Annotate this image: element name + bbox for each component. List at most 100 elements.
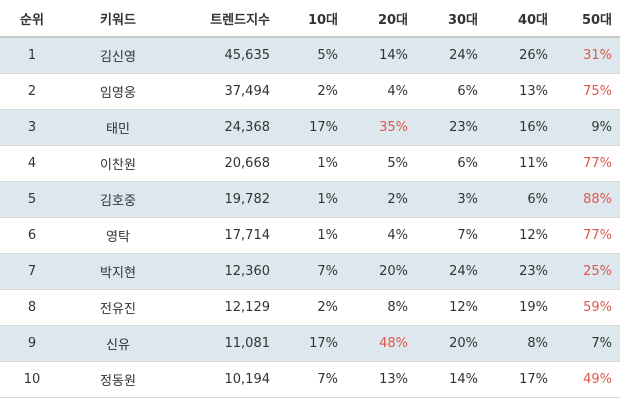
trend-index-cell: 20,668 bbox=[224, 156, 271, 171]
age-40s-cell: 11% bbox=[519, 156, 548, 171]
table-row: 2 임영웅 37,494 2% 4% 6% 13% 75% bbox=[0, 74, 620, 110]
age-50s-cell: 75% bbox=[583, 84, 612, 99]
age-30s-cell: 6% bbox=[457, 84, 478, 99]
table-row: 7 박지현 12,360 7% 20% 24% 23% 25% bbox=[0, 253, 620, 290]
age-10s-cell: 7% bbox=[317, 264, 338, 279]
rank-cell: 6 bbox=[27, 228, 37, 243]
age-30s-cell: 6% bbox=[457, 156, 478, 171]
rank-cell: 3 bbox=[27, 120, 37, 135]
age-20s-cell: 8% bbox=[387, 300, 408, 315]
keyword-cell: 태민 bbox=[106, 122, 130, 137]
header-row: 순위 키워드 트렌드지수 10대 20대 30대 40대 50대 bbox=[0, 0, 620, 37]
table-row: 5 김호중 19,782 1% 2% 3% 6% 88% bbox=[0, 181, 620, 218]
age-50s-cell: 88% bbox=[583, 192, 612, 207]
table-row: 1 김신영 45,635 5% 14% 24% 26% 31% bbox=[0, 37, 620, 74]
age-10s-cell: 7% bbox=[317, 372, 338, 387]
age-50s-cell: 31% bbox=[583, 48, 612, 63]
age-20s-cell: 4% bbox=[387, 84, 408, 99]
age-10s-cell: 1% bbox=[317, 192, 338, 207]
table-header: 순위 키워드 트렌드지수 10대 20대 30대 40대 50대 bbox=[0, 0, 620, 37]
rank-cell: 5 bbox=[27, 192, 37, 207]
age-20s-cell: 14% bbox=[379, 48, 408, 63]
age-10s-cell: 1% bbox=[317, 228, 338, 243]
table-row: 3 태민 24,368 17% 35% 23% 16% 9% bbox=[0, 109, 620, 146]
keyword-cell: 이찬원 bbox=[100, 158, 136, 173]
table-row: 4 이찬원 20,668 1% 5% 6% 11% 77% bbox=[0, 146, 620, 182]
age-50s-cell: 25% bbox=[583, 264, 612, 279]
trend-index-cell: 37,494 bbox=[224, 84, 271, 99]
rank-cell: 4 bbox=[27, 156, 37, 171]
header-age-50s: 50대 bbox=[581, 12, 612, 28]
keyword-cell: 박지현 bbox=[100, 266, 136, 281]
trend-index-cell: 17,714 bbox=[224, 228, 271, 243]
age-10s-cell: 17% bbox=[309, 336, 338, 351]
header-age-30s: 30대 bbox=[447, 12, 478, 28]
keyword-cell: 전유진 bbox=[100, 302, 136, 317]
trend-index-cell: 24,368 bbox=[224, 120, 271, 135]
age-20s-cell: 20% bbox=[379, 264, 408, 279]
trend-index-cell: 12,129 bbox=[224, 300, 271, 315]
age-20s-cell: 13% bbox=[379, 372, 408, 387]
age-30s-cell: 7% bbox=[457, 228, 478, 243]
table-row: 10 정동원 10,194 7% 13% 14% 17% 49% bbox=[0, 362, 620, 398]
keyword-cell: 신유 bbox=[106, 338, 130, 353]
age-10s-cell: 17% bbox=[309, 120, 338, 135]
keyword-cell: 영탁 bbox=[106, 230, 130, 245]
rank-cell: 1 bbox=[27, 48, 37, 63]
header-rank: 순위 bbox=[20, 12, 44, 28]
age-50s-cell: 49% bbox=[583, 372, 612, 387]
table-row: 8 전유진 12,129 2% 8% 12% 19% 59% bbox=[0, 290, 620, 326]
age-30s-cell: 24% bbox=[449, 264, 478, 279]
rank-cell: 8 bbox=[27, 300, 37, 315]
age-40s-cell: 26% bbox=[519, 48, 548, 63]
table-row: 9 신유 11,081 17% 48% 20% 8% 7% bbox=[0, 325, 620, 362]
age-40s-cell: 13% bbox=[519, 84, 548, 99]
header-age-10s: 10대 bbox=[307, 12, 338, 28]
age-20s-cell: 5% bbox=[387, 156, 408, 171]
age-10s-cell: 5% bbox=[317, 48, 338, 63]
rank-cell: 7 bbox=[27, 264, 37, 279]
age-30s-cell: 14% bbox=[449, 372, 478, 387]
age-40s-cell: 23% bbox=[519, 264, 548, 279]
age-20s-cell: 4% bbox=[387, 228, 408, 243]
rank-cell: 9 bbox=[27, 336, 37, 351]
age-30s-cell: 23% bbox=[449, 120, 478, 135]
keyword-cell: 임영웅 bbox=[100, 86, 136, 101]
age-40s-cell: 16% bbox=[519, 120, 548, 135]
age-30s-cell: 3% bbox=[457, 192, 478, 207]
keyword-cell: 김신영 bbox=[100, 50, 136, 65]
age-50s-cell: 77% bbox=[583, 228, 612, 243]
age-50s-cell: 9% bbox=[591, 120, 612, 135]
age-10s-cell: 1% bbox=[317, 156, 338, 171]
age-50s-cell: 77% bbox=[583, 156, 612, 171]
trend-index-cell: 12,360 bbox=[224, 264, 271, 279]
header-age-20s: 20대 bbox=[377, 12, 408, 28]
age-10s-cell: 2% bbox=[317, 300, 338, 315]
age-50s-cell: 59% bbox=[583, 300, 612, 315]
age-20s-cell: 35% bbox=[379, 120, 408, 135]
trend-index-cell: 11,081 bbox=[224, 336, 271, 351]
keyword-cell: 정동원 bbox=[100, 374, 136, 389]
table-row: 6 영탁 17,714 1% 4% 7% 12% 77% bbox=[0, 218, 620, 254]
age-40s-cell: 8% bbox=[527, 336, 548, 351]
age-30s-cell: 24% bbox=[449, 48, 478, 63]
age-50s-cell: 7% bbox=[591, 336, 612, 351]
rank-cell: 10 bbox=[23, 372, 41, 387]
age-30s-cell: 20% bbox=[449, 336, 478, 351]
header-trend-index: 트렌드지수 bbox=[210, 12, 270, 28]
age-40s-cell: 19% bbox=[519, 300, 548, 315]
age-10s-cell: 2% bbox=[317, 84, 338, 99]
trend-index-cell: 10,194 bbox=[224, 372, 271, 387]
age-40s-cell: 17% bbox=[519, 372, 548, 387]
age-20s-cell: 2% bbox=[387, 192, 408, 207]
trend-index-cell: 19,782 bbox=[224, 192, 271, 207]
header-keyword: 키워드 bbox=[100, 12, 136, 28]
table-body: 1 김신영 45,635 5% 14% 24% 26% 31% 2 임영웅 37,494 2% 4% 6%… bbox=[0, 37, 620, 398]
age-20s-cell: 48% bbox=[379, 336, 408, 351]
age-40s-cell: 6% bbox=[527, 192, 548, 207]
rank-cell: 2 bbox=[27, 84, 37, 99]
age-40s-cell: 12% bbox=[519, 228, 548, 243]
keyword-cell: 김호중 bbox=[100, 194, 136, 209]
header-age-40s: 40대 bbox=[517, 12, 548, 28]
